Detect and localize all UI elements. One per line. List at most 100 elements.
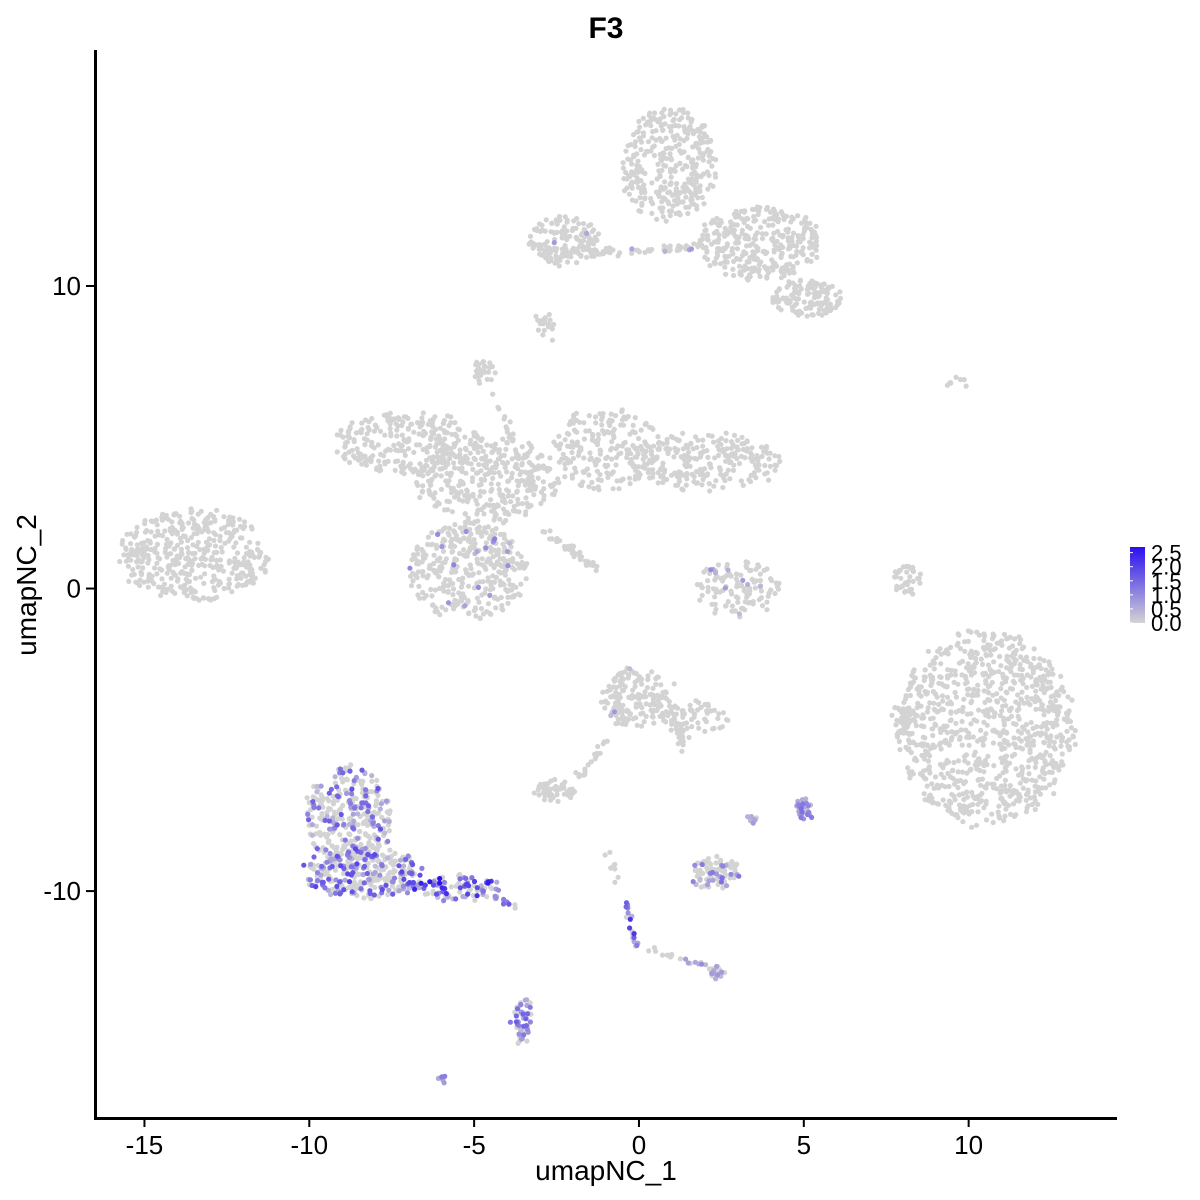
- cell-point: [688, 441, 694, 447]
- cell-point: [475, 449, 481, 455]
- cell-point: [250, 580, 256, 586]
- cell-point: [500, 520, 507, 526]
- cell-point: [413, 572, 419, 578]
- cell-point: [425, 541, 431, 548]
- cell-point: [501, 535, 507, 541]
- cell-point: [976, 756, 982, 762]
- cell-point: [635, 247, 641, 253]
- cell-point: [417, 494, 423, 501]
- cell-point: [952, 731, 959, 737]
- cell-point: [330, 801, 337, 807]
- cell-point: [490, 444, 496, 450]
- cell-point: [976, 632, 983, 638]
- cell-point: [634, 129, 640, 135]
- cell-point: [910, 739, 916, 745]
- cell-point: [621, 440, 627, 446]
- cell-point: [724, 259, 730, 265]
- cell-point: [756, 597, 762, 603]
- cell-point: [587, 450, 593, 456]
- cell-point: [773, 263, 779, 269]
- cell-point: [697, 454, 704, 460]
- cell-point: [445, 530, 451, 536]
- cell-point: [906, 746, 912, 752]
- cell-point: [897, 747, 903, 753]
- cell-point: [1007, 708, 1013, 714]
- cell-point: [661, 151, 667, 157]
- cell-point: [1019, 689, 1025, 695]
- cell-point: [718, 857, 724, 863]
- cell-point: [813, 238, 819, 244]
- cell-point: [754, 230, 761, 236]
- cell-point: [488, 533, 494, 539]
- cell-point: [955, 769, 961, 775]
- cell-point: [512, 905, 518, 911]
- cell-point: [476, 361, 482, 367]
- cell-point: [754, 256, 760, 262]
- cell-point: [911, 716, 917, 722]
- cell-point: [958, 727, 964, 733]
- cell-point: [464, 456, 470, 462]
- cell-point: [946, 742, 952, 748]
- cell-point: [983, 678, 989, 684]
- cell-point: [509, 470, 515, 476]
- cell-point: [584, 254, 590, 260]
- cell-point: [474, 556, 480, 562]
- cell-point: [616, 486, 622, 492]
- cell-point: [445, 583, 451, 589]
- cell-point: [1032, 783, 1038, 789]
- cell-point: [603, 464, 609, 470]
- cell-point: [173, 511, 179, 517]
- cell-point: [496, 406, 502, 412]
- cell-point: [734, 246, 741, 252]
- cell-point: [575, 452, 582, 459]
- cell-point: [791, 230, 797, 236]
- cell-point: [392, 467, 398, 473]
- cell-point: [338, 775, 345, 781]
- cell-point: [969, 651, 975, 657]
- cell-point: [1028, 719, 1034, 726]
- cell-point: [432, 503, 438, 509]
- cell-point: [994, 640, 1000, 646]
- cell-point: [479, 592, 485, 598]
- cell-point: [536, 792, 542, 798]
- cell-point: [472, 897, 478, 903]
- cell-point: [731, 231, 737, 237]
- cell-point: [359, 461, 365, 467]
- cell-point: [620, 422, 627, 428]
- cell-point: [550, 795, 556, 801]
- cell-point: [917, 580, 923, 586]
- cell-point: [609, 456, 615, 462]
- cell-point: [414, 420, 421, 426]
- cell-point: [910, 578, 916, 585]
- cell-point: [369, 415, 375, 422]
- cell-point: [233, 562, 239, 568]
- cell-point: [655, 440, 662, 446]
- cell-point: [184, 545, 191, 551]
- cell-point: [223, 530, 229, 536]
- cell-point: [994, 691, 1000, 697]
- cell-point: [185, 549, 192, 556]
- cell-point: [429, 541, 435, 547]
- cell-point: [1020, 776, 1026, 782]
- cell-point: [135, 556, 141, 563]
- cell-point: [554, 259, 560, 266]
- cell-point: [744, 593, 750, 599]
- cell-point: [181, 570, 187, 576]
- cell-point: [745, 216, 751, 222]
- cell-point: [1033, 760, 1039, 766]
- cell-point: [889, 712, 895, 718]
- cell-point: [803, 214, 809, 221]
- cell-point: [746, 600, 752, 606]
- cell-point: [605, 700, 611, 706]
- cell-point: [617, 678, 623, 684]
- cell-point: [134, 524, 140, 531]
- cell-point: [766, 477, 772, 483]
- cell-point: [1064, 711, 1070, 717]
- cell-point: [377, 428, 384, 434]
- cell-point: [387, 421, 393, 427]
- cell-point: [517, 471, 523, 478]
- cell-point: [932, 774, 939, 780]
- cell-point: [474, 549, 480, 555]
- cell-point: [998, 695, 1004, 701]
- cell-point: [137, 577, 143, 583]
